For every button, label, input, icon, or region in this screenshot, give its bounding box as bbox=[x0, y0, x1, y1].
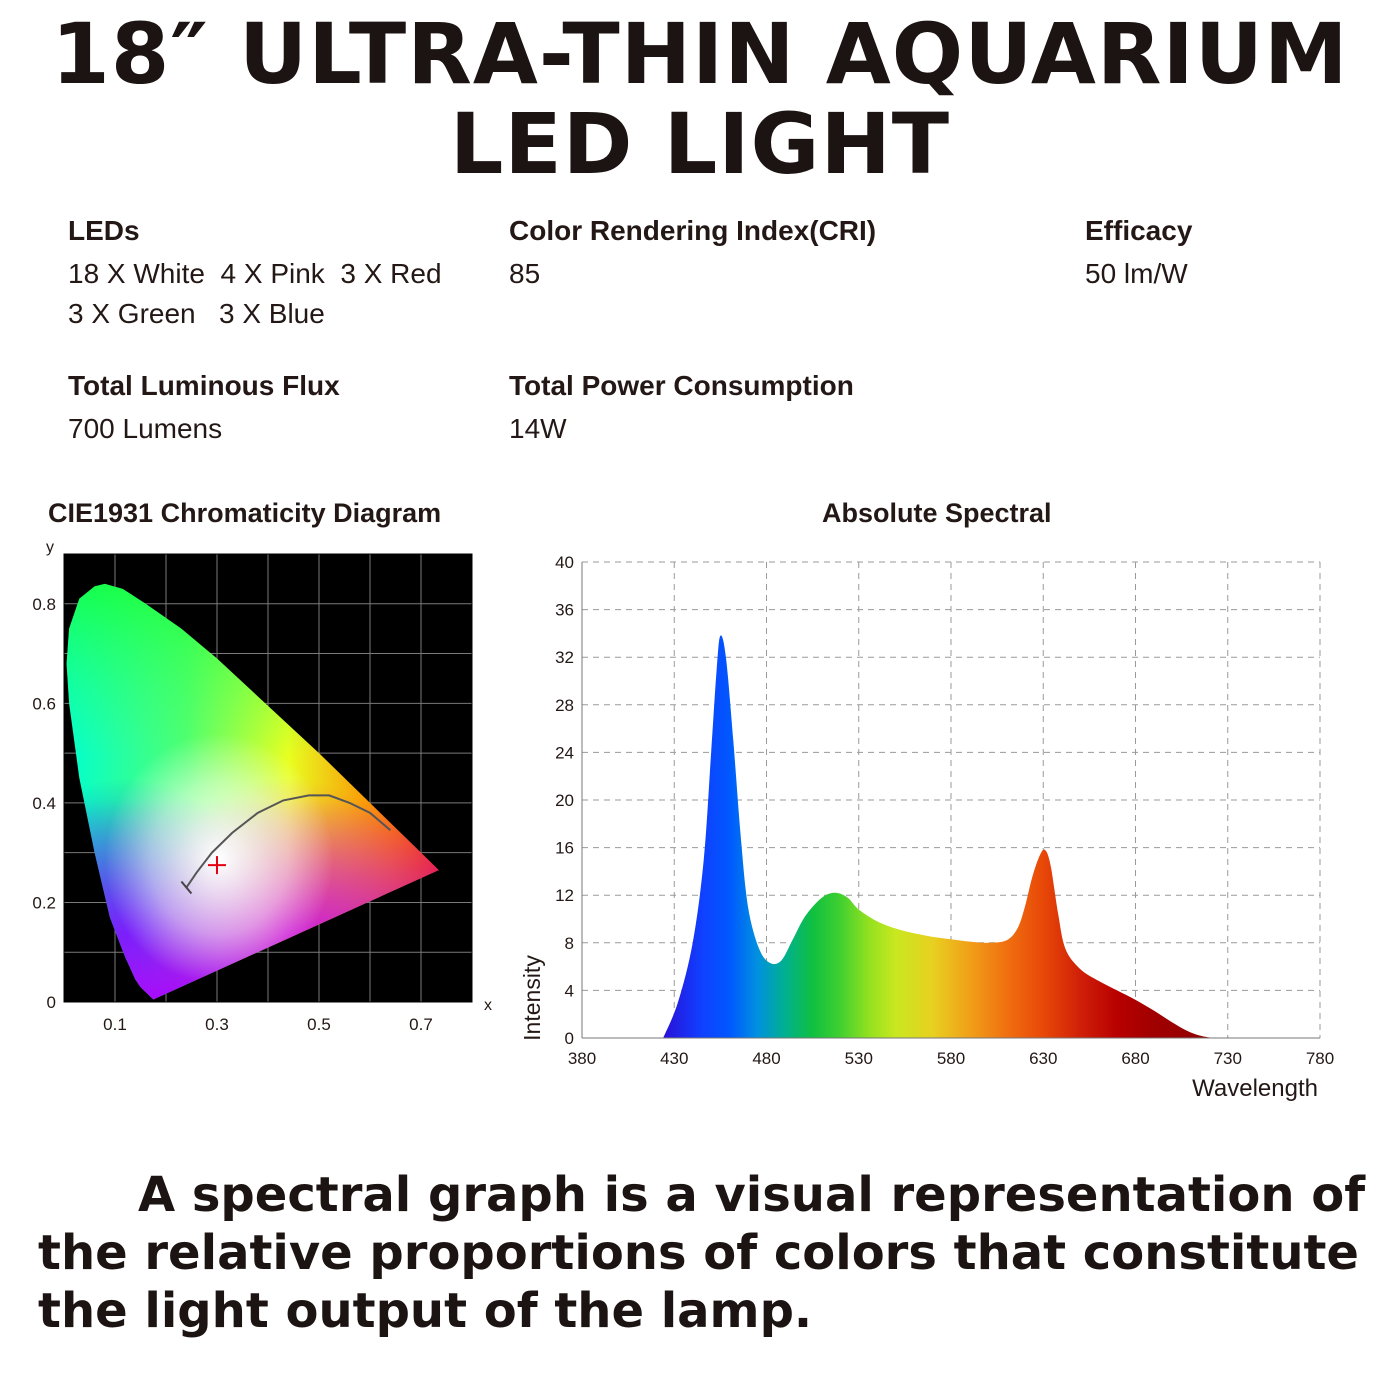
spec-label: Total Power Consumption bbox=[509, 370, 854, 401]
spectral-y-tick-label: 36 bbox=[555, 601, 574, 620]
spectral-series-area bbox=[663, 635, 1213, 1038]
description: A spectral graph is a visual representat… bbox=[38, 1166, 1368, 1340]
cie-x-tick-label: 0.7 bbox=[409, 1015, 433, 1034]
spectral-y-tick-label: 4 bbox=[565, 981, 574, 1000]
spectral-y-tick-label: 20 bbox=[555, 791, 574, 810]
description-line: the relative proportions of colors that … bbox=[38, 1225, 1359, 1281]
cie-y-tick-label: 0.2 bbox=[32, 893, 56, 912]
spectral-x-axis-label: Wavelength bbox=[1192, 1075, 1318, 1102]
spectral-x-tick-label: 730 bbox=[1214, 1049, 1242, 1068]
spec-value: 18 X White 4 X Pink 3 X Red 3 X Green 3 … bbox=[68, 258, 442, 329]
spec-value: 14W bbox=[509, 413, 567, 444]
spectral-x-tick-label: 680 bbox=[1121, 1049, 1149, 1068]
spectral-y-tick-label: 16 bbox=[555, 839, 574, 858]
spectral-y-tick-label: 24 bbox=[555, 743, 574, 762]
description-line: the light output of the lamp. bbox=[38, 1283, 813, 1339]
cie-y-axis-label: y bbox=[46, 540, 54, 556]
spectral-x-tick-label: 380 bbox=[568, 1049, 596, 1068]
spec-label: LEDs bbox=[68, 215, 140, 246]
cie-y-tick-label: 0.4 bbox=[32, 794, 56, 813]
cie-x-axis-label: x bbox=[484, 997, 492, 1014]
cie-y-tick-label: 0.8 bbox=[32, 595, 56, 614]
spectral-chart: 380 430 480 530 580 630 680 730 780 0 4 8 12 16 20 24 28… bbox=[519, 553, 1334, 1102]
spectral-chart-title: Absolute Spectral bbox=[822, 498, 1052, 528]
spec-value: 50 lm/W bbox=[1085, 258, 1188, 289]
spec-leds: LEDs 18 X White 4 X Pink 3 X Red 3 X Gre… bbox=[68, 214, 442, 334]
page-title-line-1: 18″ ULTRA-THIN AQUARIUM bbox=[51, 5, 1349, 103]
cie-planckian-locus bbox=[185, 794, 392, 889]
cie-x-tick-label: 0.5 bbox=[307, 1015, 331, 1034]
spec-cri: Color Rendering Index(CRI) 85 bbox=[509, 214, 876, 294]
cie-y-tick-label: 0.6 bbox=[32, 694, 56, 713]
spec-luminous-flux: Total Luminous Flux 700 Lumens bbox=[68, 369, 340, 449]
spectral-x-tick-label: 480 bbox=[752, 1049, 780, 1068]
cie-locus-end-tick bbox=[180, 880, 193, 895]
cie-chromaticity-chart: 0.1 0.3 0.5 0.7 0 0.2 0.4 0.6 0.8 x y bbox=[32, 540, 492, 1034]
spec-efficacy: Efficacy 50 lm/W bbox=[1085, 214, 1192, 294]
spec-label: Color Rendering Index(CRI) bbox=[509, 215, 877, 246]
spectral-x-tick-label: 530 bbox=[845, 1049, 873, 1068]
spectral-x-tick-label: 780 bbox=[1306, 1049, 1334, 1068]
spectral-x-tick-label: 430 bbox=[660, 1049, 688, 1068]
spectral-y-tick-label: 32 bbox=[555, 648, 574, 667]
spec-label: Efficacy bbox=[1085, 215, 1193, 246]
spec-power: Total Power Consumption 14W bbox=[509, 369, 854, 449]
spectral-y-tick-label: 40 bbox=[555, 553, 574, 572]
spectral-x-tick-label: 580 bbox=[937, 1049, 965, 1068]
spectral-y-axis-label: Intensity bbox=[519, 955, 545, 1041]
spectral-y-tick-label: 28 bbox=[555, 696, 574, 715]
description-line: A spectral graph is a visual representat… bbox=[138, 1167, 1366, 1223]
cie-chart-title: CIE1931 Chromaticity Diagram bbox=[48, 498, 442, 528]
spec-label: Total Luminous Flux bbox=[68, 370, 340, 401]
cie-y-tick-label: 0 bbox=[47, 993, 56, 1012]
spec-value: 700 Lumens bbox=[68, 413, 223, 444]
cie-plot-frame bbox=[63, 553, 473, 1003]
spectral-x-tick-label: 630 bbox=[1029, 1049, 1057, 1068]
cie-x-tick-label: 0.3 bbox=[205, 1015, 229, 1034]
cie-x-tick-label: 0.1 bbox=[103, 1015, 127, 1034]
page-title-line-2: LED LIGHT bbox=[449, 95, 951, 193]
spectral-y-tick-label: 0 bbox=[565, 1029, 574, 1048]
spectral-y-tick-label: 12 bbox=[555, 886, 574, 905]
spectral-y-tick-label: 8 bbox=[565, 934, 574, 953]
spec-value: 85 bbox=[509, 258, 541, 289]
